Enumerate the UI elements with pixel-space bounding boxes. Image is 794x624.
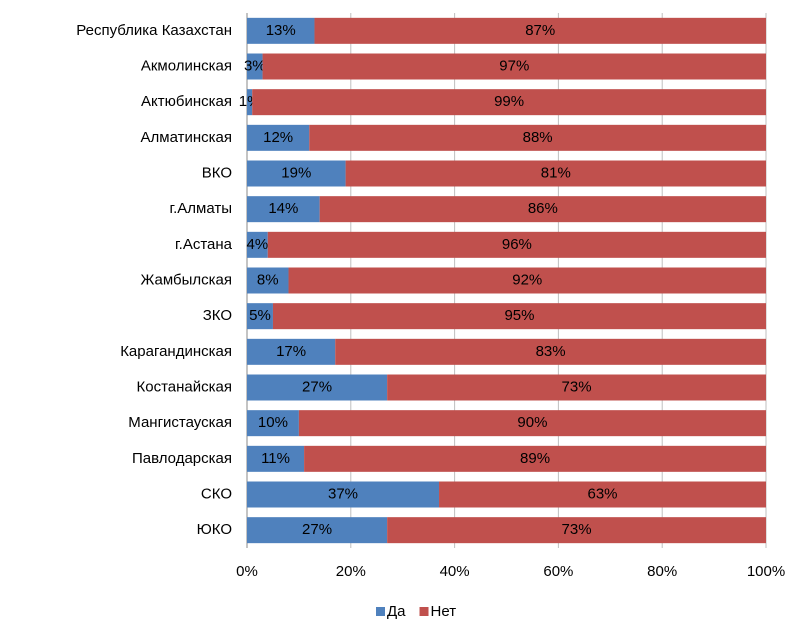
- data-label: 92%: [512, 271, 542, 288]
- y-tick-label: Павлодарская: [132, 450, 232, 467]
- bar-segment: [247, 338, 336, 365]
- data-label: 89%: [520, 450, 550, 467]
- bar-segment: [439, 481, 766, 508]
- y-tick-label: Акмолинская: [141, 57, 232, 74]
- y-tick-label: г.Алматы: [169, 200, 232, 217]
- data-label: 10%: [258, 414, 288, 431]
- bar-segment: [252, 89, 766, 116]
- data-label: 87%: [525, 22, 555, 39]
- y-tick-label: Костанайская: [137, 378, 233, 395]
- bar-segment: [247, 196, 320, 223]
- bar-segment: [247, 303, 273, 330]
- bar-segment: [267, 231, 766, 258]
- bar-segment: [247, 517, 388, 544]
- legend-swatch: [376, 607, 385, 616]
- bar-segment: [247, 374, 388, 401]
- bar-segment: [314, 17, 766, 44]
- bar-segment: [298, 410, 766, 437]
- bar-segment: [247, 89, 253, 116]
- bar-segment: [345, 160, 766, 187]
- y-tick-label: Алматинская: [141, 129, 232, 146]
- data-label: 5%: [249, 307, 271, 324]
- data-label: 73%: [562, 378, 592, 395]
- data-label: 27%: [302, 378, 332, 395]
- data-label: 97%: [499, 57, 529, 74]
- bar-segment: [247, 53, 263, 80]
- bar-segment: [262, 53, 766, 80]
- y-tick-label: Мангистауская: [128, 414, 232, 431]
- data-label: 3%: [244, 57, 266, 74]
- x-tick-label: 100%: [747, 563, 785, 580]
- data-label: 90%: [517, 414, 547, 431]
- y-tick-label: г.Астана: [175, 236, 233, 253]
- bar-segment: [247, 481, 440, 508]
- legend-label: Да: [387, 603, 406, 620]
- data-label: 12%: [263, 129, 293, 146]
- data-label: 73%: [562, 521, 592, 538]
- data-label: 27%: [302, 521, 332, 538]
- y-tick-label: Жамбылская: [141, 271, 233, 288]
- bar-segment: [247, 231, 268, 258]
- y-tick-label: Актюбинская: [141, 93, 232, 110]
- bar-segment: [247, 267, 289, 294]
- data-label: 13%: [266, 22, 296, 39]
- data-label: 88%: [523, 129, 553, 146]
- bar-segment: [272, 303, 766, 330]
- data-label: 95%: [504, 307, 534, 324]
- bar-segment: [247, 17, 315, 44]
- bar-segment: [247, 160, 346, 187]
- data-label: 17%: [276, 343, 306, 360]
- data-label: 81%: [541, 164, 571, 181]
- bar-segment: [387, 374, 766, 401]
- data-label: 11%: [261, 450, 290, 467]
- legend-label: Нет: [431, 603, 457, 620]
- y-tick-label: СКО: [201, 485, 232, 502]
- y-tick-label: ВКО: [202, 164, 232, 181]
- data-label: 83%: [536, 343, 566, 360]
- x-tick-label: 40%: [440, 563, 470, 580]
- x-tick-label: 20%: [336, 563, 366, 580]
- x-tick-label: 80%: [647, 563, 677, 580]
- data-label: 63%: [587, 485, 617, 502]
- y-tick-label: Республика Казахстан: [76, 22, 232, 39]
- bar-segment: [309, 124, 766, 151]
- data-label: 14%: [268, 200, 298, 217]
- y-tick-label: ЗКО: [203, 307, 232, 324]
- data-label: 8%: [257, 271, 279, 288]
- bar-segment: [247, 445, 305, 472]
- bar-segment: [247, 124, 310, 151]
- bar-segment: [335, 338, 766, 365]
- y-tick-label: Карагандинская: [120, 343, 232, 360]
- y-tick-label: ЮКО: [197, 521, 232, 538]
- data-label: 96%: [502, 236, 532, 253]
- x-tick-label: 60%: [543, 563, 573, 580]
- bar-segment: [304, 445, 766, 472]
- data-label: 99%: [494, 93, 524, 110]
- data-label: 4%: [247, 236, 269, 253]
- x-tick-label: 0%: [236, 563, 258, 580]
- bar-segment: [247, 410, 299, 437]
- data-label: 19%: [281, 164, 311, 181]
- bar-segment: [319, 196, 766, 223]
- bar-segment: [288, 267, 766, 294]
- legend-swatch: [419, 607, 429, 616]
- data-label: 86%: [528, 200, 558, 217]
- data-label: 37%: [328, 485, 358, 502]
- bar-segment: [387, 517, 766, 544]
